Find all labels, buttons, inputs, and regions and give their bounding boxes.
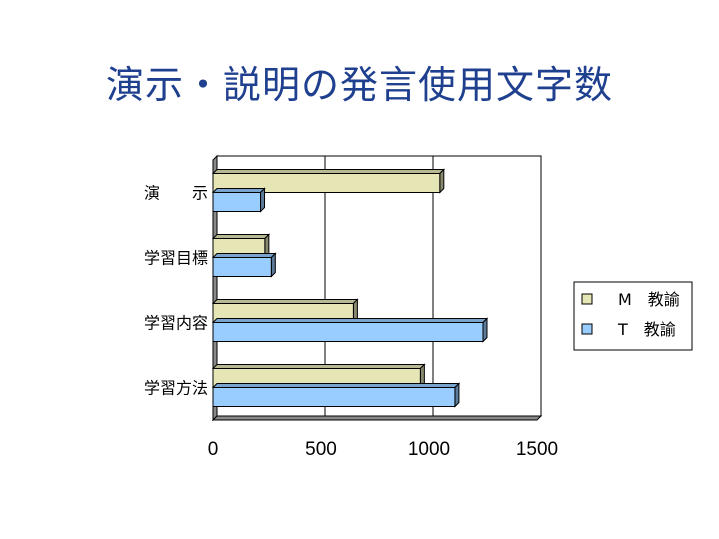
bar-top [211, 253, 277, 258]
bar [212, 192, 262, 212]
page-title: 演示・説明の発言使用文字数 [105, 63, 613, 107]
bar-top [211, 383, 461, 388]
category-label: 学習目標 [144, 249, 208, 268]
bar-end [482, 317, 488, 343]
category-label: 演 示 [144, 184, 208, 203]
bar-end [270, 252, 276, 278]
bar [212, 387, 456, 407]
legend-swatch [581, 293, 593, 305]
bar-end [454, 382, 460, 408]
plot-floor [211, 415, 543, 421]
bar-top [211, 299, 359, 304]
legend-label: M 教諭 [618, 290, 680, 309]
legend-label: T 教諭 [617, 320, 676, 339]
x-tick-label: 1000 [408, 439, 450, 460]
bar [212, 322, 484, 342]
bar-top [211, 234, 271, 239]
legend-box [573, 281, 693, 351]
bar-top [211, 364, 426, 369]
legend-swatch [581, 323, 593, 335]
bar-top [211, 318, 489, 323]
x-tick-label: 0 [208, 439, 219, 460]
bar [212, 257, 272, 277]
bar [212, 173, 441, 193]
category-label: 学習内容 [144, 314, 208, 333]
category-label: 学習方法 [144, 379, 208, 398]
bar-top [211, 188, 266, 193]
bar-end [439, 168, 445, 194]
bar-end [260, 187, 266, 213]
bar-top [211, 169, 446, 174]
x-tick-label: 500 [305, 439, 337, 460]
x-tick-label: 1500 [516, 439, 558, 460]
